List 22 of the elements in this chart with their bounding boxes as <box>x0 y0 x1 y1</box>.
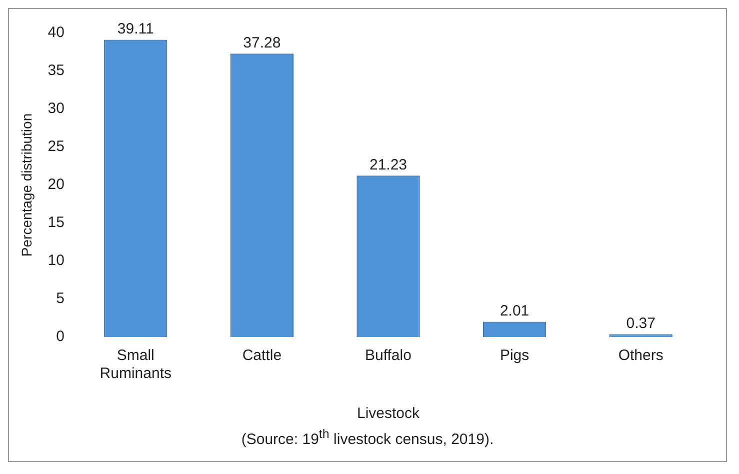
text: (Source: 19$^{th}$ livestock census, 2019). <box>240 427 495 448</box>
data-label: 37.28 <box>243 34 281 52</box>
y-axis-title: Percentage distribution <box>18 113 34 257</box>
y-tick-label: 15 <box>48 214 64 232</box>
x-tick-label: Pigs <box>500 347 530 364</box>
y-tick-label: 0 <box>56 328 64 346</box>
y-tick-label: 5 <box>56 290 64 308</box>
x-tick-label: Others <box>618 347 664 364</box>
data-label: 0.37 <box>626 314 656 332</box>
data-label: 39.11 <box>117 20 154 38</box>
y-tick-label: 35 <box>48 62 64 80</box>
y-tick-label: 20 <box>48 176 64 194</box>
x-tick-label: Buffalo <box>365 347 412 364</box>
y-tick-label: 25 <box>48 138 64 156</box>
data-label: 21.23 <box>369 156 408 174</box>
y-tick-label: 40 <box>48 24 64 42</box>
x-tick-label: Small Ruminants <box>100 347 172 382</box>
data-label: 2.01 <box>500 302 530 320</box>
y-tick-label: 30 <box>48 100 64 118</box>
y-tick-label: 10 <box>48 252 64 270</box>
x-axis-title: Livestock <box>356 405 420 422</box>
x-tick-label: Cattle <box>242 347 282 364</box>
